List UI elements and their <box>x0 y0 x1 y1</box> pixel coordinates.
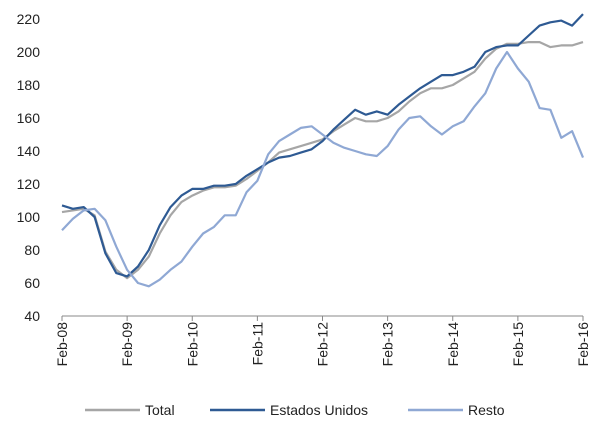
x-tick-label: Feb-11 <box>249 322 265 366</box>
y-tick-label: 200 <box>17 44 41 60</box>
y-tick-label: 180 <box>17 77 41 93</box>
x-tick-label: Feb-09 <box>119 322 135 367</box>
x-tick-label: Feb-08 <box>54 322 70 367</box>
y-tick-label: 40 <box>24 308 40 324</box>
y-tick-label: 80 <box>24 242 40 258</box>
legend-label: Resto <box>468 402 505 418</box>
x-tick-label: Feb-16 <box>575 322 591 367</box>
x-tick-label: Feb-12 <box>315 322 331 367</box>
legend-label: Estados Unidos <box>270 402 368 418</box>
x-tick-label: Feb-13 <box>380 322 396 367</box>
series-line <box>61 41 584 280</box>
series-line <box>61 50 585 288</box>
y-tick-label: 140 <box>17 143 41 159</box>
x-tick-label: Feb-14 <box>445 322 461 367</box>
legend-label: Total <box>145 402 175 418</box>
x-tick-label: Feb-10 <box>184 322 200 367</box>
x-tick-label: Feb-15 <box>510 322 526 367</box>
y-tick-label: 160 <box>17 110 41 126</box>
y-tick-label: 100 <box>17 209 41 225</box>
series-line <box>61 13 584 278</box>
y-tick-label: 220 <box>17 11 41 27</box>
y-tick-label: 120 <box>17 176 41 192</box>
y-tick-label: 60 <box>24 275 40 291</box>
